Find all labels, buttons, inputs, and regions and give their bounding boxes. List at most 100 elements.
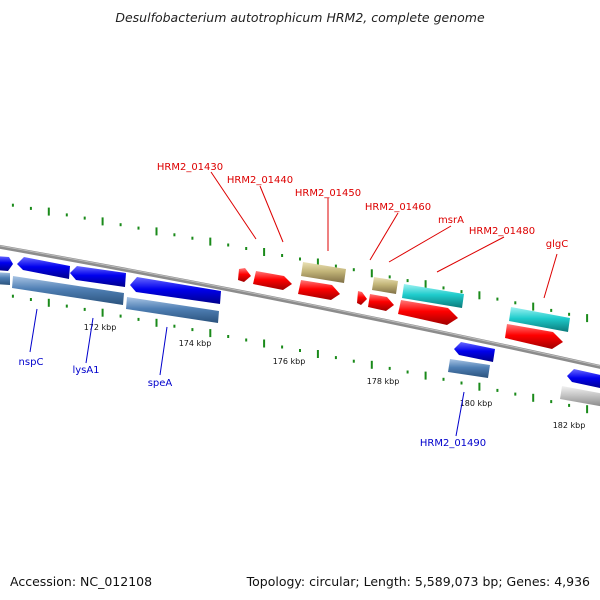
gene-bar-steel-2[interactable] (12, 276, 124, 305)
gene-arrow-speA[interactable] (130, 277, 221, 304)
ring-minor-tick (352, 359, 355, 363)
ring-major-tick (155, 227, 158, 236)
ring-major-tick (370, 360, 373, 369)
ring-minor-tick (550, 400, 553, 404)
ring-minor-tick (173, 233, 176, 237)
ring-minor-tick (388, 366, 391, 370)
gene-label-speA[interactable]: speA (148, 378, 173, 389)
accession-label: Accession: NC_012108 (10, 574, 152, 589)
ring-minor-tick (119, 314, 122, 318)
ring-minor-tick (29, 206, 32, 210)
ring-major-tick (209, 237, 212, 246)
ring-major-tick (101, 217, 104, 226)
gene-arrow-red-a[interactable] (298, 280, 340, 300)
ring-minor-tick (514, 301, 517, 305)
ring-minor-tick (460, 381, 463, 385)
tick-label-174: 174 kbp (179, 339, 212, 348)
genome-backbone-highlight (0, 245, 600, 367)
ring-minor-tick (460, 290, 463, 294)
ring-minor-tick (568, 312, 571, 316)
ring-minor-tick (442, 286, 445, 290)
gene-bar-gray-right[interactable] (560, 386, 600, 407)
ring-minor-tick (227, 335, 230, 338)
ring-minor-tick (227, 243, 230, 247)
ring-minor-tick (191, 236, 194, 240)
gene-arrow-lysA1-upper[interactable] (17, 257, 70, 279)
ring-minor-tick (568, 403, 571, 407)
gene-label-HRM2_01450[interactable]: HRM2_01450 (295, 188, 361, 199)
tick-label-178: 178 kbp (367, 377, 400, 386)
ring-major-tick (316, 258, 319, 267)
gene-label-HRM2_01480[interactable]: HRM2_01480 (469, 226, 535, 237)
ring-major-tick (47, 207, 50, 216)
ring-minor-tick (550, 308, 553, 312)
ring-minor-tick (281, 254, 284, 257)
gene-arrow-red-small[interactable] (357, 291, 367, 305)
gene-label-HRM2_01490[interactable]: HRM2_01490 (420, 438, 486, 449)
gene-bar-msrA[interactable] (402, 284, 464, 308)
ring-minor-tick (29, 298, 32, 301)
gene-bar-HRM2_01460[interactable] (372, 277, 398, 294)
ring-major-tick (263, 248, 266, 256)
ring-minor-tick (299, 257, 301, 261)
outer-dot-ring (11, 203, 589, 323)
ring-minor-tick (496, 388, 499, 392)
ring-minor-tick (406, 370, 409, 374)
gene-bar-steel-1[interactable] (0, 272, 10, 285)
gene-bar-HRM2_01450[interactable] (301, 262, 346, 283)
ring-minor-tick (352, 268, 355, 272)
gene-label-glgC[interactable]: glgC (546, 239, 568, 250)
ring-major-tick (532, 393, 535, 402)
ring-minor-tick (281, 345, 284, 349)
reverse-strand-genes (0, 256, 600, 407)
ring-major-tick (155, 318, 158, 327)
ring-minor-tick (137, 317, 140, 321)
forward-strand-genes (238, 262, 570, 349)
forward-gene-labels: HRM2_01430 HRM2_01440 HRM2_01450 HRM2_01… (157, 162, 568, 299)
gene-bar-glgC[interactable] (509, 307, 570, 332)
ring-minor-tick (83, 216, 86, 220)
tick-label-180: 180 kbp (460, 399, 493, 408)
ring-minor-tick (11, 203, 14, 207)
ring-major-tick (370, 269, 373, 278)
ring-minor-tick (11, 294, 14, 298)
gene-arrow-HRM2_01480[interactable] (398, 300, 458, 325)
ring-major-tick (424, 280, 427, 289)
gene-label-nspC[interactable]: nspC (19, 357, 44, 368)
gene-arrow-nspC[interactable] (0, 256, 13, 271)
gene-label-lysA1[interactable]: lysA1 (72, 365, 99, 376)
gene-arrow-red-b[interactable] (368, 294, 394, 311)
tick-label-182: 182 kbp (553, 421, 586, 430)
inner-dot-ring (11, 294, 589, 414)
gene-arrow-HRM2_01430[interactable] (238, 268, 251, 282)
ring-minor-tick (65, 213, 68, 217)
ring-minor-tick (245, 338, 248, 342)
gene-label-HRM2_01440[interactable]: HRM2_01440 (227, 175, 293, 186)
gene-arrow-HRM2_01440[interactable] (253, 271, 292, 290)
gene-arrow-HRM2_01490[interactable] (454, 342, 495, 362)
ring-major-tick (478, 291, 481, 300)
map-title: Desulfobacterium autotrophicum HRM2, com… (115, 10, 485, 25)
ring-minor-tick (299, 349, 301, 352)
ring-minor-tick (334, 264, 337, 268)
ring-minor-tick (514, 392, 517, 396)
gene-label-msrA[interactable]: msrA (438, 215, 464, 226)
reverse-gene-labels: nspC lysA1 speA HRM2_01490 (19, 308, 486, 449)
ring-major-tick (101, 308, 104, 317)
gene-bar-steel-3[interactable] (126, 297, 219, 323)
gene-label-HRM2_01460[interactable]: HRM2_01460 (365, 202, 431, 213)
gene-arrow-blue-right[interactable] (567, 369, 600, 389)
ring-minor-tick (245, 247, 248, 250)
ring-major-tick (478, 382, 481, 391)
ring-major-tick (263, 339, 266, 348)
gene-arrow-lysA1[interactable] (70, 266, 126, 287)
ring-major-tick (586, 405, 589, 414)
tick-labels: 172 kbp 174 kbp 176 kbp 178 kbp 180 kbp … (84, 323, 586, 430)
gene-bar-HRM2_01490[interactable] (448, 359, 490, 378)
gene-label-HRM2_01430[interactable]: HRM2_01430 (157, 162, 223, 173)
ring-major-tick (316, 350, 319, 358)
genome-summary: Topology: circular; Length: 5,589,073 bp… (246, 574, 590, 589)
ring-minor-tick (442, 377, 445, 381)
gene-arrow-red-c[interactable] (505, 324, 563, 349)
